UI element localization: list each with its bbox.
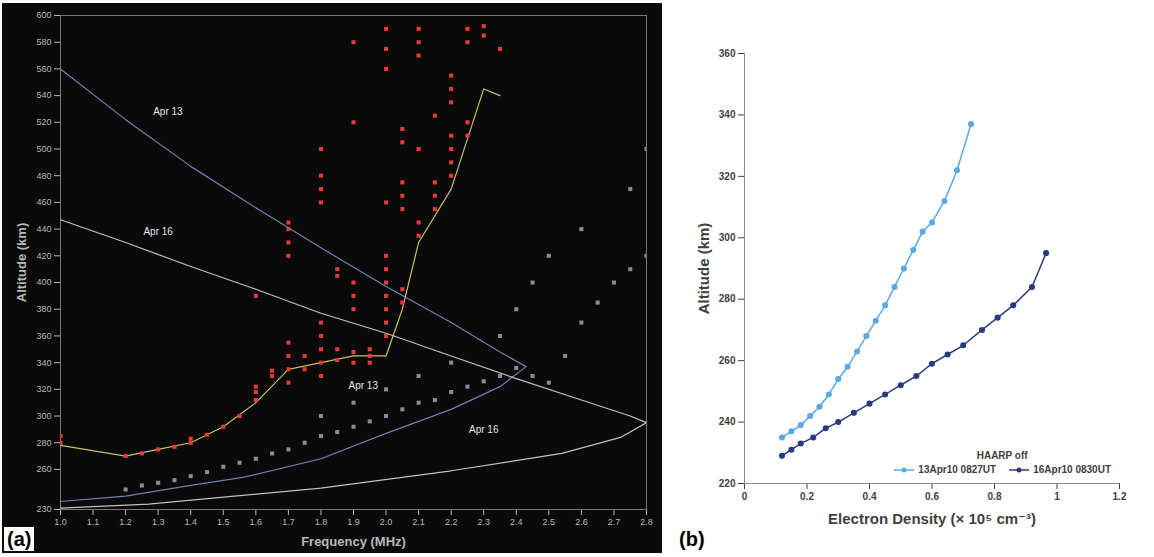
svg-text:Altitude (km): Altitude (km) [695, 223, 712, 315]
svg-text:0.6: 0.6 [925, 491, 939, 502]
svg-text:300: 300 [719, 232, 736, 243]
svg-text:Apr 16: Apr 16 [469, 424, 499, 435]
svg-text:280: 280 [36, 438, 51, 448]
svg-text:1.6: 1.6 [250, 517, 263, 527]
svg-text:2.4: 2.4 [510, 517, 523, 527]
svg-text:1.4: 1.4 [184, 517, 197, 527]
svg-text:Apr 13: Apr 13 [153, 106, 183, 117]
svg-text:1.7: 1.7 [282, 517, 295, 527]
svg-text:600: 600 [36, 10, 51, 20]
svg-text:Electron Density (× 10⁵ cm⁻³): Electron Density (× 10⁵ cm⁻³) [828, 510, 1036, 527]
svg-text:320: 320 [719, 171, 736, 182]
html-text:HAARP off: HAARP off [976, 450, 1028, 461]
svg-text:1.3: 1.3 [152, 517, 165, 527]
svg-text:2.5: 2.5 [543, 517, 556, 527]
svg-text:240: 240 [719, 416, 736, 427]
svg-text:500: 500 [36, 144, 51, 154]
svg-text:Frequency (MHz): Frequency (MHz) [301, 534, 406, 549]
html-text:16Apr10 0830UT: 16Apr10 0830UT [1033, 464, 1111, 475]
svg-text:460: 460 [36, 197, 51, 207]
svg-text:440: 440 [36, 224, 51, 234]
svg-text:Altitude (km): Altitude (km) [14, 223, 29, 302]
svg-text:2.0: 2.0 [380, 517, 393, 527]
svg-text:2.7: 2.7 [608, 517, 621, 527]
svg-text:0.2: 0.2 [800, 491, 814, 502]
svg-text:1: 1 [1054, 491, 1060, 502]
svg-text:0.4: 0.4 [863, 491, 877, 502]
svg-text:1.5: 1.5 [217, 517, 230, 527]
html-text:(a): (a) [7, 528, 32, 550]
svg-text:220: 220 [719, 478, 736, 489]
svg-text:320: 320 [36, 384, 51, 394]
html-text:(b): (b) [679, 528, 705, 550]
svg-text:1.0: 1.0 [54, 517, 67, 527]
svg-text:2.2: 2.2 [445, 517, 458, 527]
svg-text:540: 540 [36, 90, 51, 100]
svg-text:2.1: 2.1 [412, 517, 425, 527]
svg-text:360: 360 [719, 48, 736, 59]
svg-text:560: 560 [36, 64, 51, 74]
svg-text:420: 420 [36, 251, 51, 261]
html-text:13Apr10 0827UT: 13Apr10 0827UT [918, 464, 997, 475]
svg-text:520: 520 [36, 117, 51, 127]
svg-text:380: 380 [36, 304, 51, 314]
svg-text:1.2: 1.2 [1113, 491, 1127, 502]
svg-text:230: 230 [36, 504, 51, 514]
svg-text:2.6: 2.6 [575, 517, 588, 527]
svg-text:580: 580 [36, 37, 51, 47]
svg-text:1.1: 1.1 [87, 517, 100, 527]
svg-text:260: 260 [719, 355, 736, 366]
svg-text:360: 360 [36, 331, 51, 341]
svg-text:340: 340 [719, 109, 736, 120]
svg-text:300: 300 [36, 411, 51, 421]
svg-text:260: 260 [36, 464, 51, 474]
svg-text:Apr 16: Apr 16 [143, 226, 173, 237]
svg-text:400: 400 [36, 277, 51, 287]
svg-text:0: 0 [742, 491, 748, 502]
svg-text:480: 480 [36, 171, 51, 181]
svg-text:340: 340 [36, 358, 51, 368]
svg-text:1.9: 1.9 [347, 517, 360, 527]
svg-text:Apr 13: Apr 13 [349, 380, 379, 391]
svg-text:2.3: 2.3 [477, 517, 490, 527]
svg-text:1.2: 1.2 [119, 517, 132, 527]
svg-text:280: 280 [719, 293, 736, 304]
svg-text:2.8: 2.8 [640, 517, 653, 527]
svg-text:1.8: 1.8 [315, 517, 328, 527]
svg-text:0.8: 0.8 [988, 491, 1002, 502]
